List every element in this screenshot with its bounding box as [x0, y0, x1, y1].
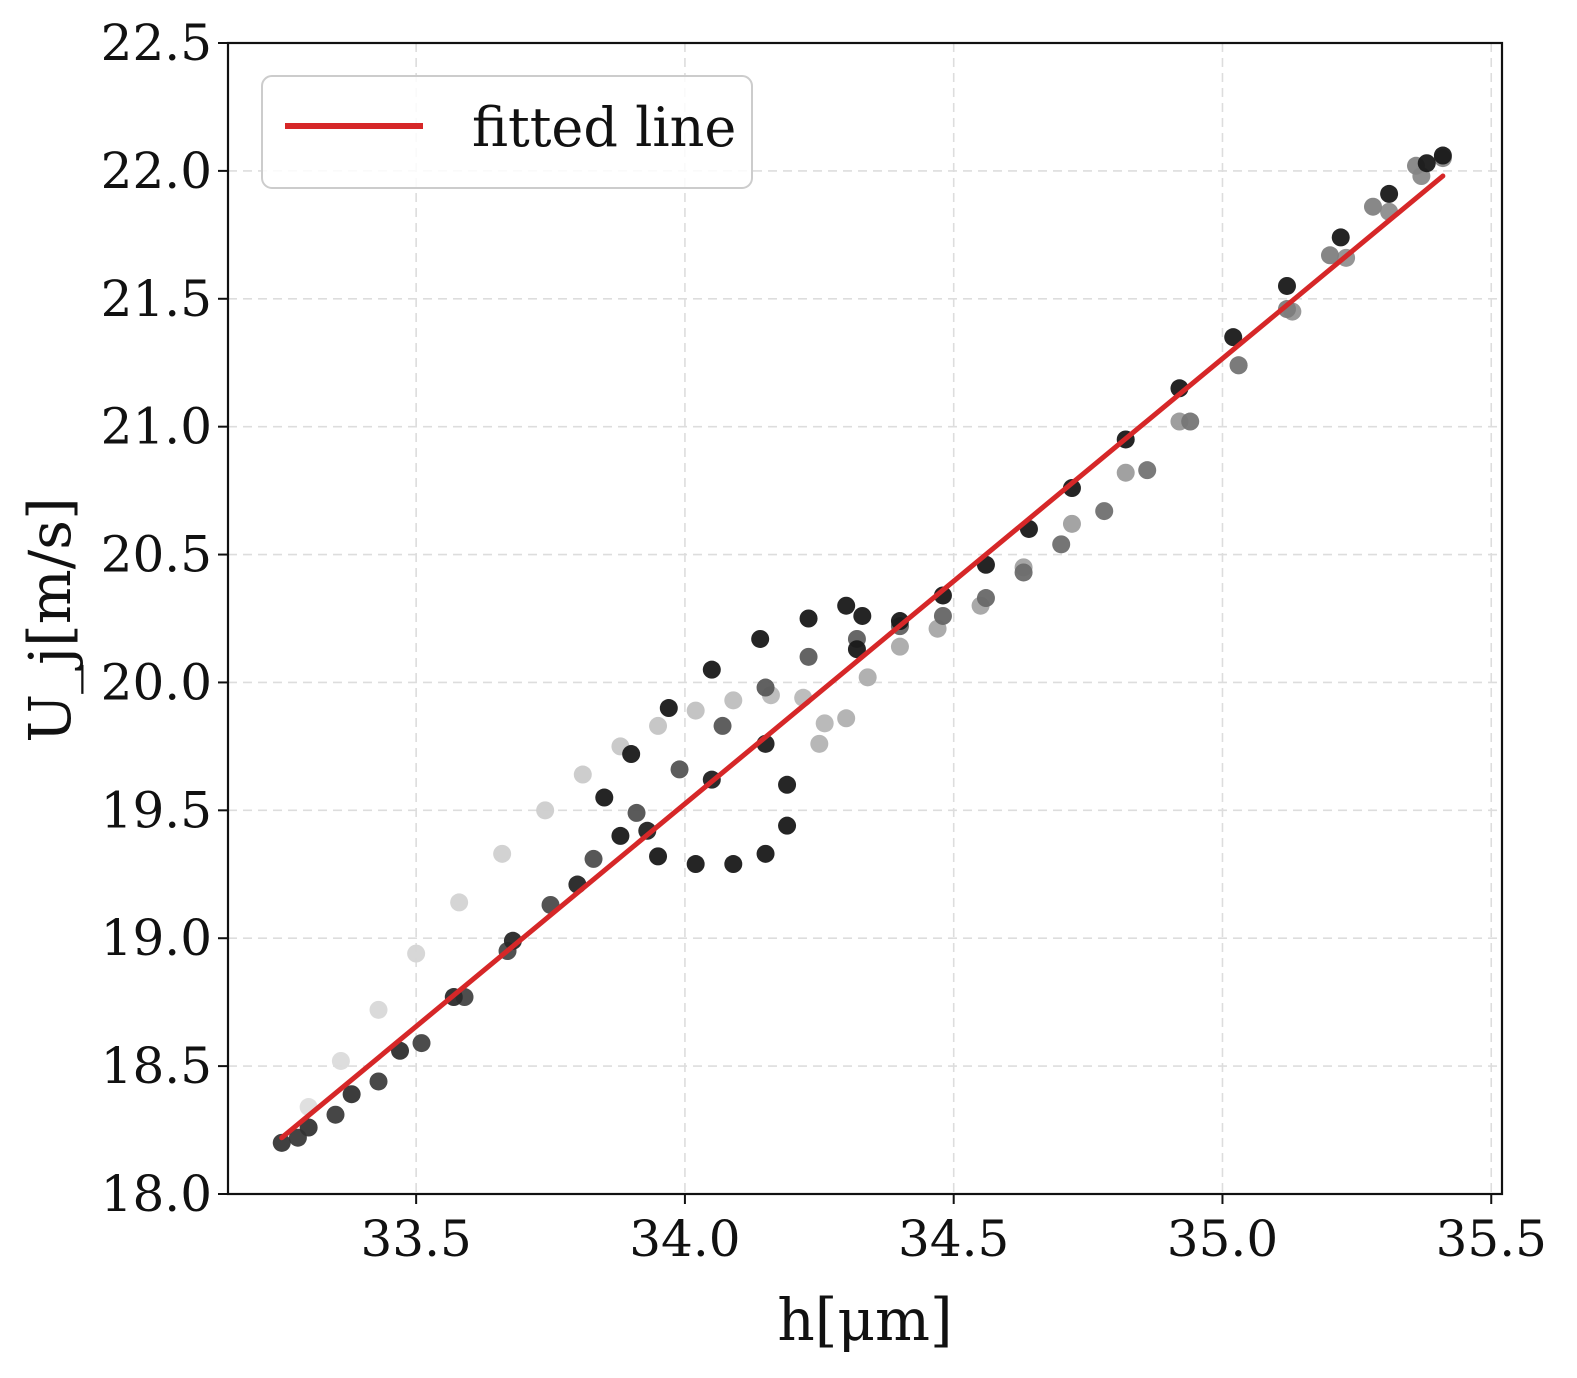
scatter-point: [837, 596, 856, 615]
y-tick-label: 22.0: [101, 142, 212, 200]
scatter-point: [595, 788, 614, 807]
scatter-point: [1277, 276, 1296, 295]
scatter-point: [536, 801, 555, 820]
scatter-point: [1363, 197, 1382, 216]
scatter-point: [649, 847, 668, 866]
x-tick-label: 34.0: [629, 1210, 740, 1268]
scatter-point: [622, 745, 641, 764]
scatter-point: [573, 765, 592, 784]
scatter-point: [1095, 502, 1114, 521]
scatter-point: [686, 701, 705, 720]
legend-box: [261, 75, 753, 189]
fitted-line-series: [279, 173, 1446, 1141]
scatter-point: [412, 1034, 431, 1053]
scatter-point: [1417, 154, 1436, 173]
scatter-point: [799, 609, 818, 628]
scatter-point: [778, 816, 797, 835]
scatter-point: [331, 1051, 350, 1070]
scatter-point: [1224, 328, 1243, 347]
x-tick-label: 34.5: [898, 1210, 1009, 1268]
scatter-point: [1138, 461, 1157, 480]
scatter-point: [326, 1105, 345, 1124]
scatter-point: [369, 1000, 388, 1019]
scatter-point: [858, 668, 877, 687]
scatter-point: [724, 855, 743, 874]
scatter-point: [1380, 184, 1399, 203]
fitted-line: [279, 173, 1446, 1141]
scatter-point: [751, 629, 770, 648]
y-tick-label: 18.5: [101, 1037, 212, 1095]
y-tick-label: 18.0: [101, 1165, 212, 1223]
scatter-point: [778, 775, 797, 794]
scatter-point: [702, 660, 721, 679]
scatter-point: [724, 691, 743, 710]
scatter-point: [1181, 412, 1200, 431]
x-axis-label: h[μm]: [777, 1286, 952, 1354]
scatter-point: [407, 944, 426, 963]
scatter-point: [342, 1085, 361, 1104]
y-axis-label: U_j[m/s]: [16, 497, 84, 742]
scatter-point: [756, 844, 775, 863]
y-tick-label: 20.5: [101, 526, 212, 584]
scatter-point: [837, 709, 856, 728]
scatter-point: [815, 714, 834, 733]
scatter-point: [1229, 356, 1248, 375]
scatter-point: [299, 1118, 318, 1137]
y-tick-label: 22.5: [101, 14, 212, 72]
scatter-point: [976, 589, 995, 608]
scatter-point: [890, 637, 909, 656]
scatter-point: [933, 606, 952, 625]
scatter-point: [611, 826, 630, 845]
scatter-point: [584, 849, 603, 868]
scatter-point: [369, 1072, 388, 1091]
scatter-point: [1433, 146, 1452, 165]
scatter-series: [272, 146, 1452, 1152]
scatter-point: [1052, 535, 1071, 554]
scatter-point: [1116, 463, 1135, 482]
scatter-point: [450, 893, 469, 912]
scatter-point: [493, 844, 512, 863]
scatter-point: [1062, 479, 1081, 498]
scatter-point: [649, 716, 668, 735]
scatter-point: [799, 647, 818, 666]
y-tick-label: 21.0: [101, 398, 212, 456]
scatter-point: [853, 606, 872, 625]
scatter-point: [1331, 228, 1350, 247]
scatter-point: [659, 699, 678, 718]
y-tick-label: 19.0: [101, 909, 212, 967]
y-tick-label: 19.5: [101, 781, 212, 839]
scatter-point: [272, 1133, 291, 1152]
x-tick-label: 35.5: [1436, 1210, 1547, 1268]
scatter-point: [847, 640, 866, 659]
scatter-point: [686, 855, 705, 874]
scatter-point: [890, 612, 909, 631]
scatter-point: [1014, 563, 1033, 582]
x-tick-label: 35.0: [1167, 1210, 1278, 1268]
scatter-point: [810, 734, 829, 753]
x-tick-label: 33.5: [360, 1210, 471, 1268]
legend: fitted line: [261, 75, 753, 189]
scatter-point: [1062, 514, 1081, 533]
scatter-point: [638, 821, 657, 840]
plot-frame: [226, 41, 1504, 1196]
scatter-point: [627, 803, 646, 822]
y-axis-ticks: 18.0 18.5 19.0 19.5 20.0 20.5 21.0 21.5 22.0 22.5: [101, 14, 228, 1223]
x-axis-ticks: 33.5 34.0 34.5 35.0 35.5: [360, 1194, 1547, 1268]
scatter-point: [713, 716, 732, 735]
scatter-point: [1320, 246, 1339, 265]
y-tick-label: 20.0: [101, 653, 212, 711]
legend-label-fitted-line: fitted line: [472, 96, 736, 159]
y-tick-label: 21.5: [101, 270, 212, 328]
scatter-point: [670, 760, 689, 779]
scatter-point: [756, 678, 775, 697]
